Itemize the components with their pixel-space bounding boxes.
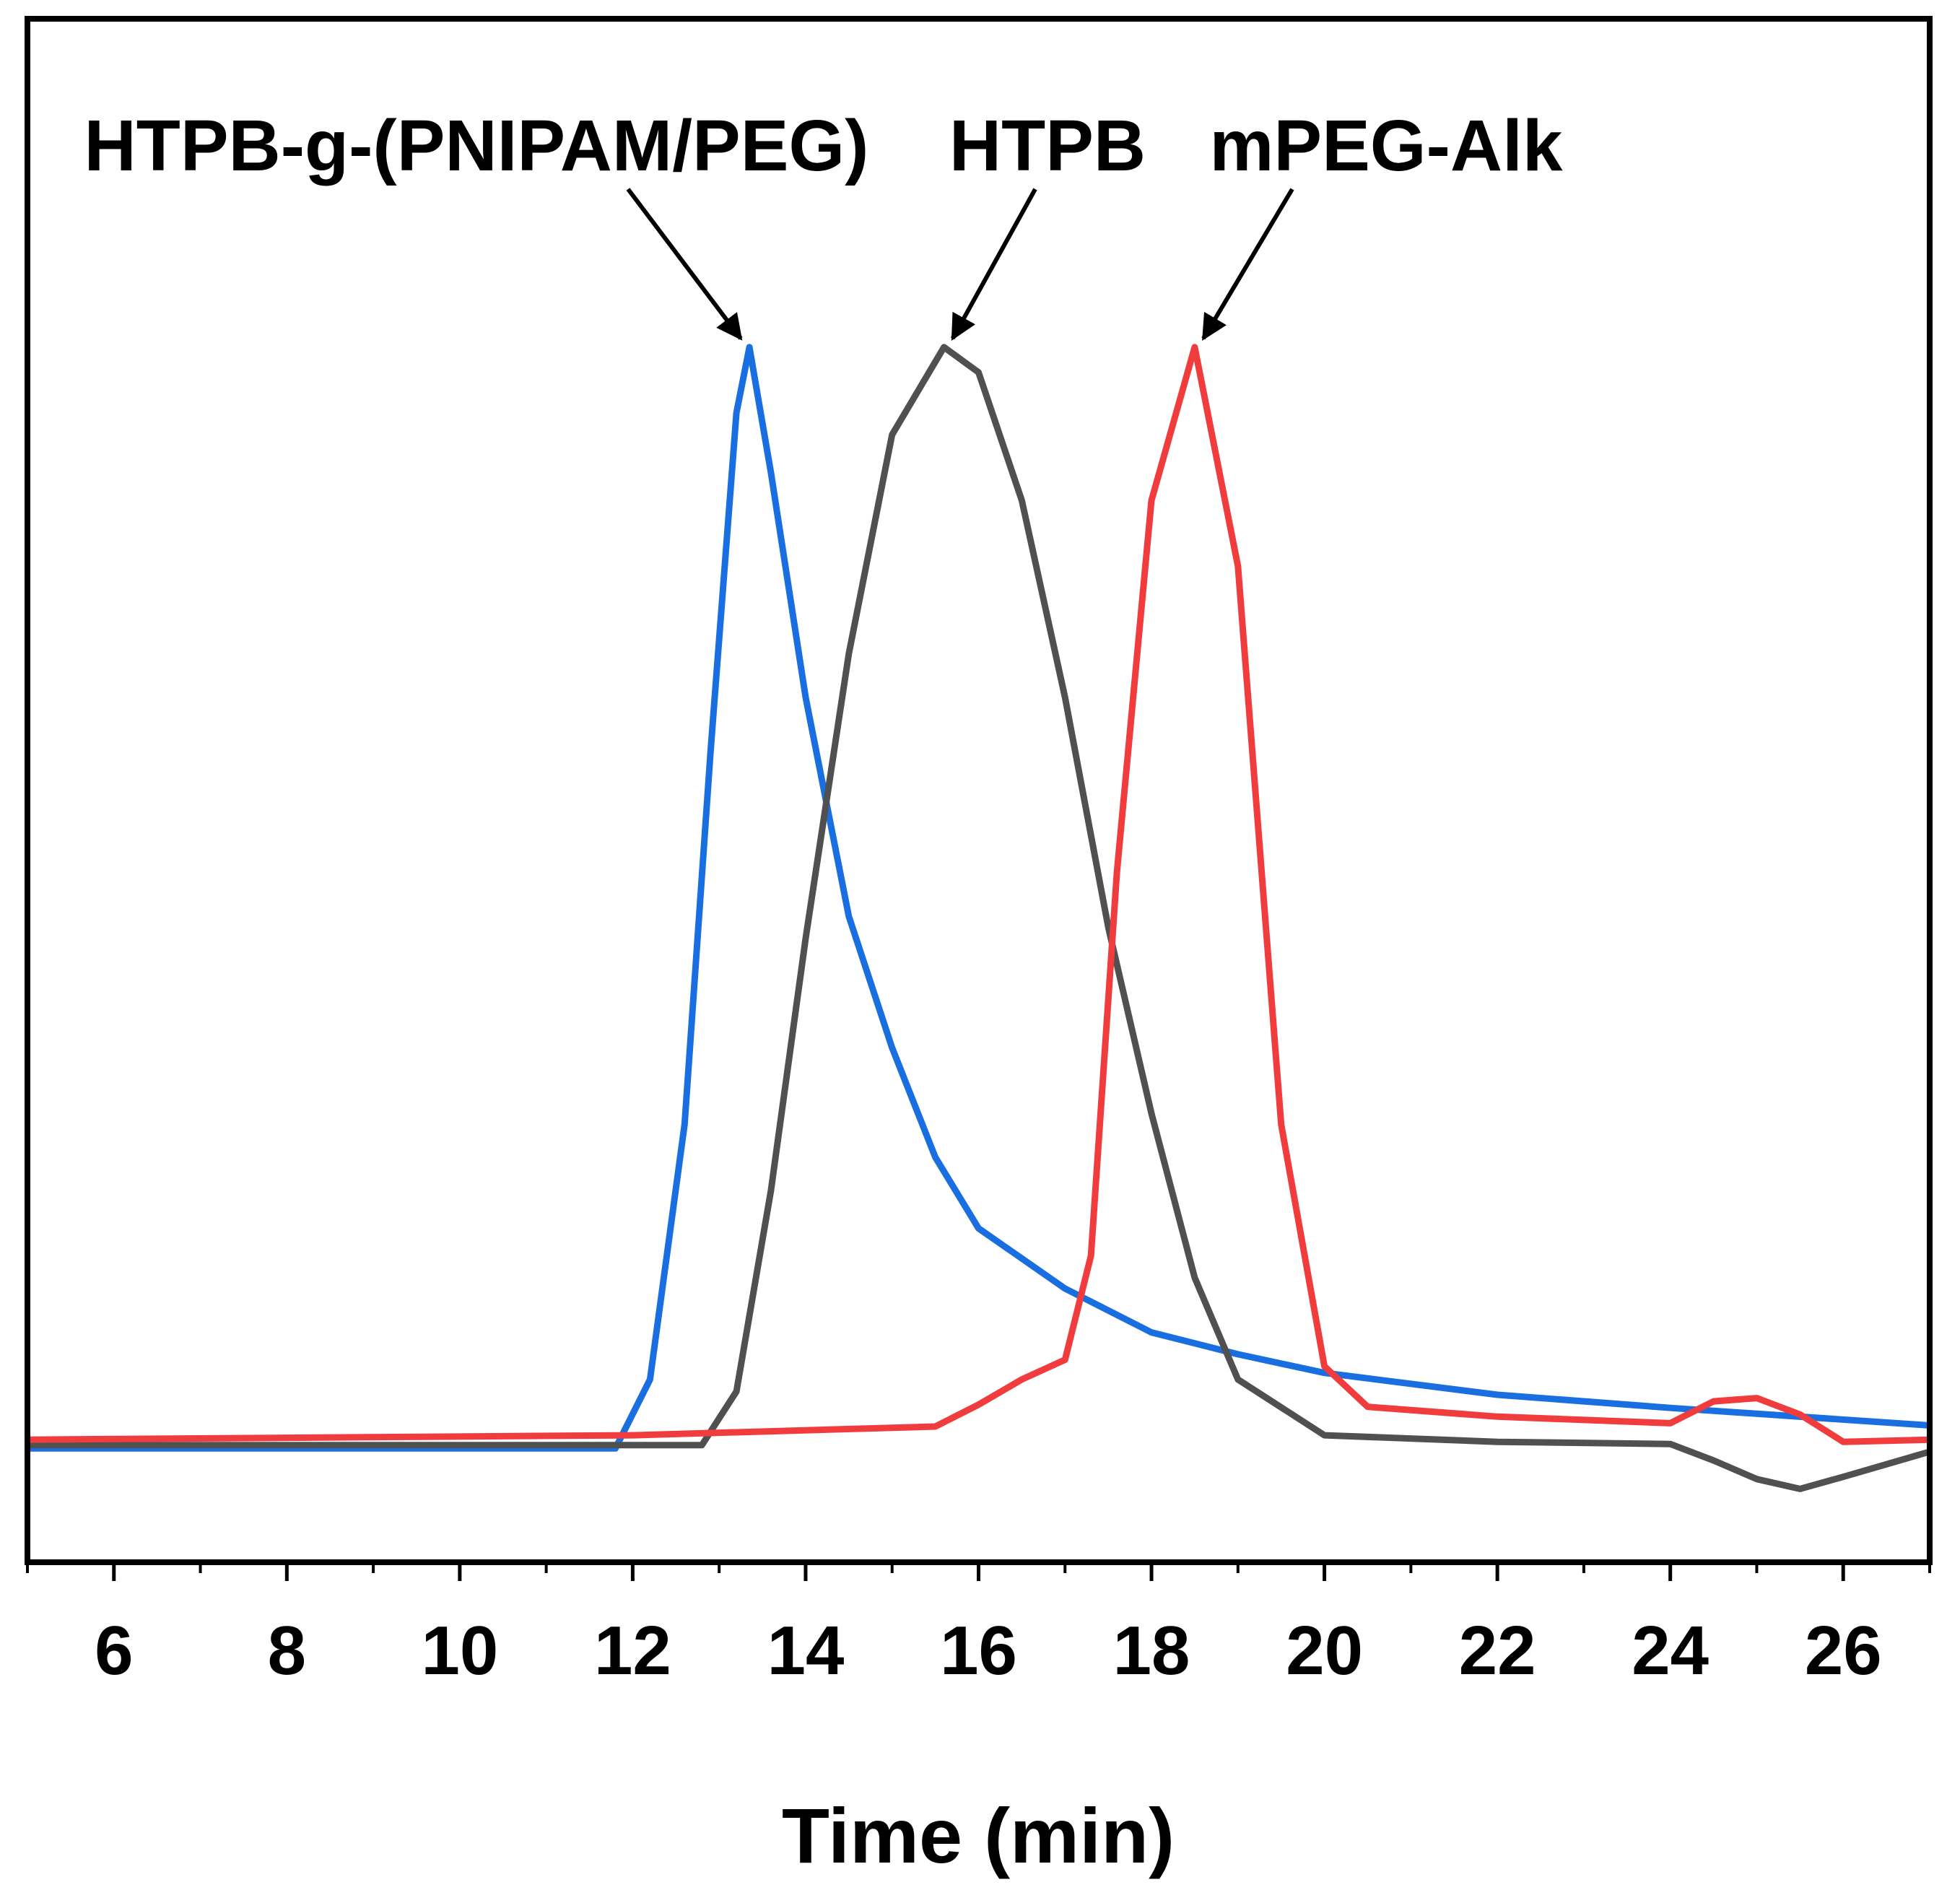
series-line [27, 344, 1930, 1452]
series-line [27, 344, 1931, 1492]
annotation-arrow [950, 188, 1037, 341]
annotation: HTPB [949, 105, 1146, 186]
x-tick-label: 6 [95, 1612, 133, 1689]
annotation-arrow [626, 188, 743, 341]
x-tick-label: 10 [421, 1612, 498, 1689]
x-tick-label: 8 [268, 1612, 306, 1689]
x-tick-label: 26 [1805, 1612, 1882, 1689]
annotation: mPEG-Alk [1209, 105, 1562, 186]
x-tick-label: 12 [594, 1612, 671, 1689]
x-tick-label: 18 [1113, 1612, 1190, 1689]
plot-frame [25, 16, 1933, 1565]
x-tick-label: 22 [1459, 1612, 1536, 1689]
annotation-arrow [1201, 188, 1294, 341]
series-line [27, 344, 1930, 1445]
x-tick-label: 16 [940, 1612, 1017, 1689]
x-tick-label: 20 [1286, 1612, 1363, 1689]
x-tick-label: 24 [1632, 1612, 1709, 1689]
x-tick-label: 14 [767, 1612, 845, 1689]
annotation: HTPB-g-(PNIPAM/PEG) [84, 105, 869, 186]
x-axis-label: Time (min) [782, 1792, 1175, 1879]
